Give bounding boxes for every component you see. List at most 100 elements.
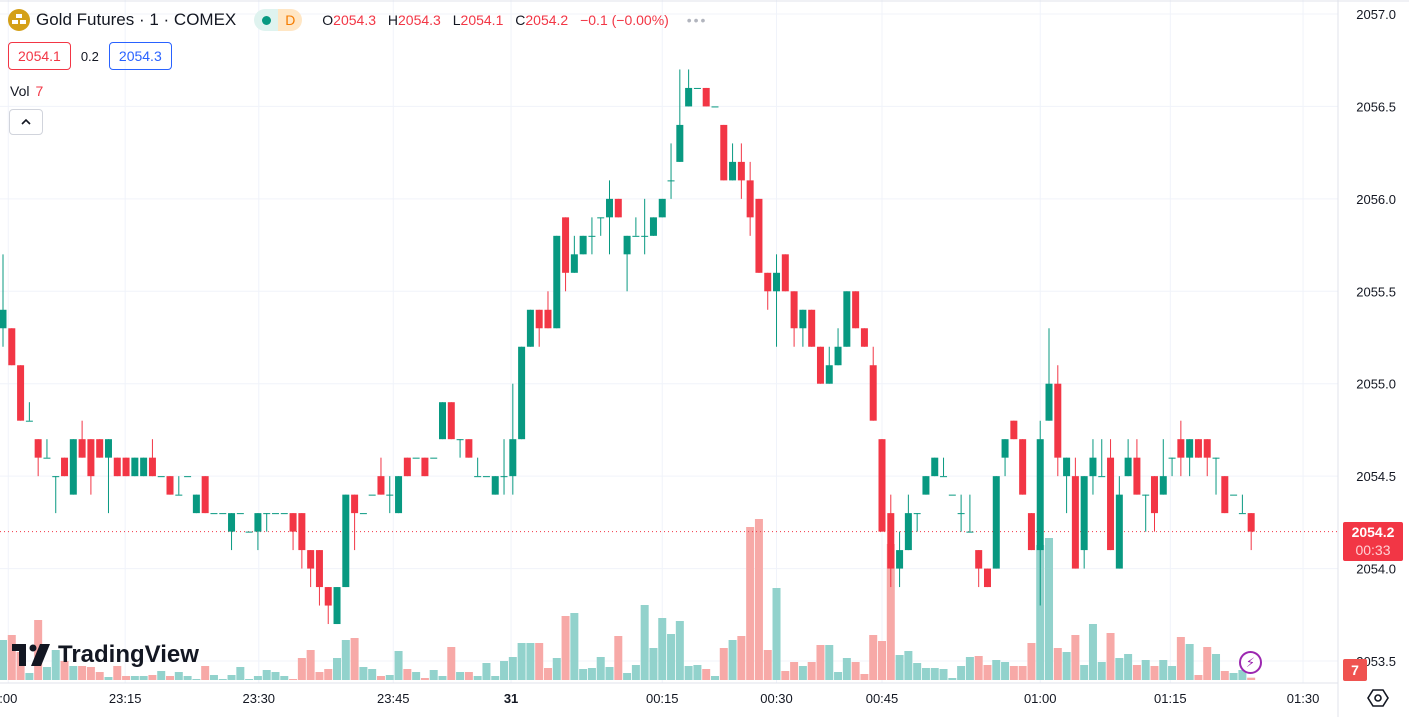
- candle-body: [588, 235, 596, 237]
- candle-body: [52, 476, 60, 478]
- price-axis[interactable]: 2057.0 2056.5 2056.0 2055.5 2055.0 2054.5 2054…: [1356, 7, 1396, 669]
- volume-bar: [816, 645, 825, 680]
- volume-bar: [403, 669, 412, 680]
- last-volume-label: 7: [1343, 659, 1367, 681]
- volume-bar: [122, 676, 131, 680]
- volume-bar: [658, 618, 667, 680]
- volume-bar: [86, 667, 95, 680]
- candle-body: [482, 476, 490, 478]
- volume-bar: [262, 670, 271, 680]
- candle-body: [1124, 457, 1132, 477]
- price-tick-label: 2056.5: [1356, 99, 1396, 114]
- candle-body: [8, 328, 16, 366]
- volume-bar: [667, 634, 676, 680]
- volume-bar: [482, 663, 491, 680]
- candle-body: [25, 420, 33, 422]
- volume-bar: [790, 662, 799, 680]
- volume-bar: [78, 666, 87, 680]
- candle-body: [412, 457, 420, 459]
- candle-body: [1115, 494, 1123, 569]
- volume-label: Vol: [10, 83, 30, 99]
- candle-body: [553, 235, 561, 329]
- candle-body: [1133, 457, 1141, 495]
- volume-bar: [649, 648, 658, 680]
- candle-body: [140, 457, 148, 477]
- candle-body: [1194, 439, 1202, 458]
- candle-body: [729, 161, 737, 181]
- candle-body: [509, 439, 517, 477]
- time-tick-label: 23:45: [377, 691, 410, 706]
- volume-bar: [710, 676, 719, 680]
- lightning-icon[interactable]: ⚡: [1239, 651, 1262, 674]
- volume-bar: [447, 647, 456, 680]
- volume-bar: [913, 663, 922, 680]
- candle-body: [948, 494, 956, 496]
- volume-bar: [614, 636, 623, 680]
- volume-bar: [245, 679, 254, 680]
- volume-bar: [684, 666, 693, 680]
- volume-bar: [1053, 648, 1062, 680]
- volume-bar: [825, 645, 834, 680]
- candle-body: [500, 476, 508, 478]
- volume-bar: [201, 666, 210, 680]
- candle-body: [676, 124, 684, 162]
- volume-bar: [271, 672, 280, 680]
- candle-body: [1150, 476, 1158, 514]
- volume-bar: [192, 679, 201, 680]
- candle-body: [790, 291, 798, 329]
- candle-body: [447, 402, 455, 440]
- settings-hexagon-icon[interactable]: [1367, 688, 1389, 708]
- price-tick-label: 2054.0: [1356, 562, 1396, 577]
- candle-body: [702, 87, 710, 107]
- tradingview-watermark[interactable]: TradingView: [12, 641, 199, 669]
- last-price-value: 2054.2: [1351, 524, 1395, 540]
- volume-bar: [1045, 538, 1054, 680]
- candle-body: [1001, 439, 1009, 458]
- volume-bar: [1203, 647, 1212, 680]
- volume-bar: [754, 519, 763, 680]
- volume-bar: [1238, 670, 1247, 680]
- volume-bar: [25, 673, 34, 680]
- candle-body: [351, 494, 359, 514]
- close-label: C: [515, 12, 526, 28]
- time-tick-label: 00:30: [760, 691, 793, 706]
- dots-icon[interactable]: •••: [686, 12, 708, 28]
- price-tick-label: 2056.0: [1356, 192, 1396, 207]
- volume-bar: [227, 675, 236, 680]
- volume-bar: [1159, 660, 1168, 680]
- volume-bar: [623, 673, 632, 680]
- candle-body: [0, 309, 7, 329]
- sell-button[interactable]: 2054.1: [8, 42, 71, 70]
- candle-body: [843, 291, 851, 347]
- volume-bar: [1168, 666, 1177, 680]
- time-tick-label: 01:30: [1287, 691, 1320, 706]
- volume-bar: [1018, 666, 1027, 680]
- candle-body: [1063, 457, 1071, 477]
- volume-bar: [948, 678, 957, 680]
- volume-bar: [1150, 666, 1159, 680]
- candle-body: [737, 161, 745, 181]
- time-axis[interactable]: :00 23:15 23:30 23:45 31 00:15 00:30 00:45 01:00…: [0, 691, 1319, 706]
- bid-ask-row: 2054.1 0.2 2054.3: [8, 42, 172, 70]
- symbol-title[interactable]: Gold Futures · 1 · COMEX: [36, 10, 237, 29]
- price-tick-label: 2054.5: [1356, 469, 1396, 484]
- candle-body: [491, 476, 499, 495]
- volume-bar: [130, 676, 139, 680]
- collapse-legend-button[interactable]: [9, 109, 43, 135]
- volume-bar: [895, 655, 904, 680]
- candle-body: [1045, 383, 1053, 421]
- ohlc-values: O2054.3 H2054.3 L2054.1 C2054.2 −0.1 (−0…: [322, 12, 707, 28]
- buy-button[interactable]: 2054.3: [108, 42, 172, 70]
- candle-body: [720, 124, 728, 181]
- volume-bar: [183, 676, 192, 680]
- volume-bar: [350, 638, 359, 680]
- candle-body: [579, 235, 587, 255]
- candle-body: [184, 476, 192, 478]
- volume-bar: [904, 651, 913, 680]
- candle-body: [1098, 476, 1106, 478]
- market-status-pill[interactable]: D: [254, 9, 303, 31]
- volume-legend[interactable]: Vol 7: [10, 83, 43, 99]
- candle-body: [342, 494, 350, 588]
- candle-body: [148, 457, 156, 477]
